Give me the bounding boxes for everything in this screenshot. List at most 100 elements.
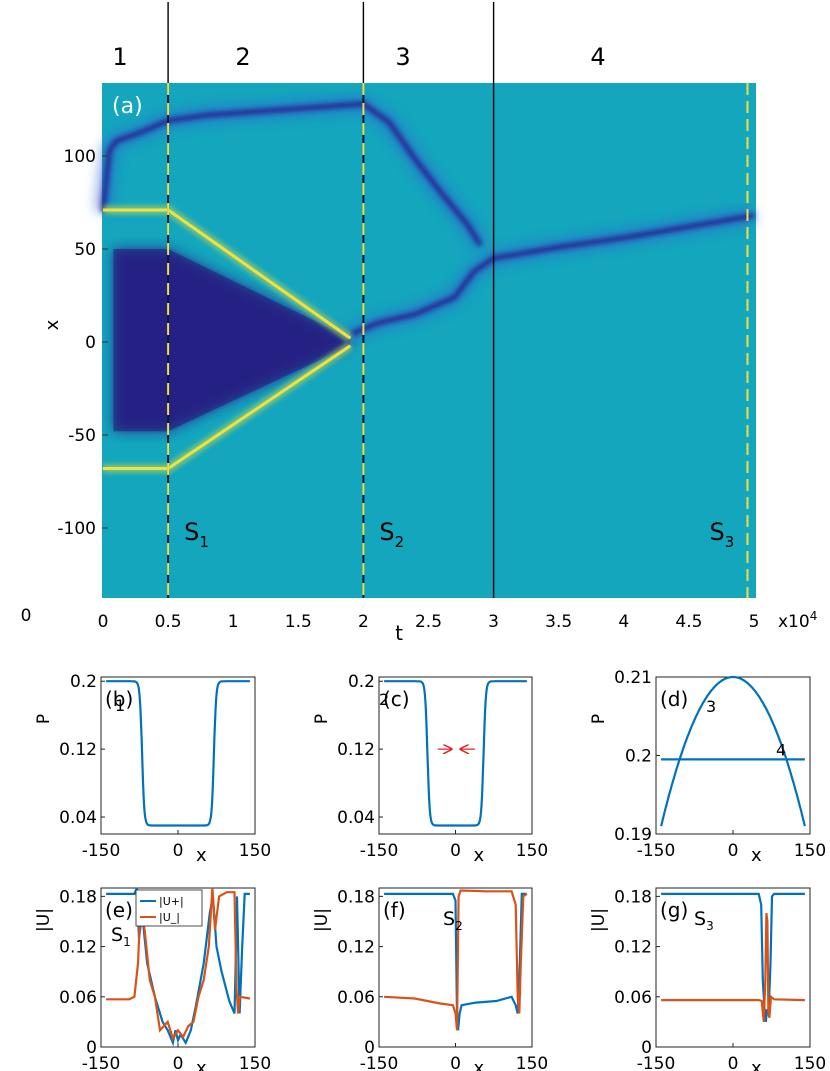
panel-b: 0.2 0.12 0.04 -150 0 150 x P (b)1 <box>34 672 271 866</box>
y-tick-label: 100 <box>64 147 96 167</box>
y-tick-label: 0 <box>86 1038 97 1058</box>
series-line <box>384 680 527 827</box>
y-tick-label: 0.18 <box>614 887 652 907</box>
heatmap-y-ticks: 100 50 0 -50 -100 <box>57 147 108 539</box>
x-tick-label: -150 <box>82 841 121 861</box>
x-axis-label: x <box>751 845 762 866</box>
legend-entry: |U_| <box>159 911 180 924</box>
region-label-2: 2 <box>235 43 250 71</box>
series-line <box>660 675 806 827</box>
x-tick-label: 3.5 <box>545 612 572 632</box>
y-tick-label: 0.12 <box>337 938 375 958</box>
y-tick-label: 0.18 <box>337 887 375 907</box>
x-tick-label: -150 <box>360 1054 399 1071</box>
panel-label: (b) <box>105 687 133 711</box>
x-tick-label: 3 <box>488 612 499 632</box>
y-tick-label: -50 <box>68 426 96 446</box>
y-tick-label: 0.06 <box>59 988 97 1008</box>
y-tick-label: 0.12 <box>59 938 97 958</box>
x-tick-label: 0 <box>173 1054 184 1071</box>
small-panels: 0.20.120.04-150 0 150xP(b)10.20.120.04-150… <box>34 668 826 1071</box>
legend-box <box>135 889 203 927</box>
series-line-2 <box>384 889 528 1031</box>
y-tick-label: 0.18 <box>59 887 97 907</box>
x-tick-label: 0 <box>98 612 109 632</box>
y-tick-label: 0 <box>85 333 96 353</box>
x-tick-label: 0 <box>450 841 461 861</box>
region-label-3: 3 <box>395 43 410 71</box>
plot-frame <box>100 676 256 835</box>
heatmap-x-label: t <box>395 621 403 645</box>
heatmap-lines: S1 S2 S3 <box>167 2 749 598</box>
legend-entry: |U+| <box>159 895 184 908</box>
x-tick-label: 1 <box>228 612 239 632</box>
x-axis-label: x <box>196 845 207 866</box>
y-tick-label: 0.12 <box>614 938 652 958</box>
y-axis-label: P <box>312 714 332 724</box>
y-axis-label: |U| <box>589 908 609 932</box>
x-tick-label: 0 <box>173 841 184 861</box>
region-label-4: 4 <box>590 43 605 71</box>
series-line-1 <box>384 892 527 1031</box>
x-tick-label: -150 <box>637 841 676 861</box>
upper-wall-track <box>100 101 483 247</box>
x-tick-label: -150 <box>637 1054 676 1071</box>
x-axis-label: x <box>751 1058 762 1071</box>
center-rise-track <box>349 213 755 337</box>
curve-label: 3 <box>706 697 716 716</box>
curve-label: 2 <box>379 690 389 709</box>
region-label-1: 1 <box>112 43 127 71</box>
x-axis-label: x <box>474 1058 485 1071</box>
y-tick-label: -100 <box>57 519 96 539</box>
panel-a-label: (a) <box>112 94 143 119</box>
panel-label: (d) <box>660 687 688 711</box>
y-tick-label: 0.06 <box>337 988 375 1008</box>
snapshot-label-3: S3 <box>709 518 734 551</box>
x-tick-label: 150 <box>516 1054 548 1071</box>
y-tick-label: 0.04 <box>337 808 375 828</box>
legend: |U+| |U_| <box>135 889 203 927</box>
x-axis-label: x <box>474 845 485 866</box>
heatmap-x-exponent: x104 <box>778 609 817 632</box>
y-tick-label: 0.12 <box>59 740 97 760</box>
x-tick-label: 150 <box>516 841 548 861</box>
y-tick-label: 0.2 <box>70 672 97 692</box>
panel-d: 0.21 0.2 0.19-150 0 150 x P (d) 3 4 <box>589 668 826 866</box>
snapshot-label: S3 <box>694 908 714 933</box>
x-tick-label: 150 <box>794 1054 826 1071</box>
y-tick-label: 0 <box>364 1038 375 1058</box>
series-line <box>106 680 250 827</box>
snapshot-label-1: S1 <box>184 518 209 551</box>
plot-frame <box>655 887 811 1048</box>
y-axis-label: |U| <box>34 908 54 932</box>
x-tick-label: 150 <box>794 841 826 861</box>
x-tick-label: 2 <box>358 612 369 632</box>
panel-label: (c) <box>383 687 410 711</box>
x-tick-label: 4 <box>618 612 629 632</box>
x-tick-label: 1.5 <box>285 612 312 632</box>
plot-frame <box>378 676 533 835</box>
snapshot-label: S2 <box>443 908 463 933</box>
curve-label: 1 <box>115 696 125 715</box>
y-tick-label: 0.06 <box>614 988 652 1008</box>
x-tick-label: -150 <box>360 841 399 861</box>
x-tick-label: 150 <box>239 841 271 861</box>
curve-label-2: 4 <box>776 740 786 759</box>
y-axis-label: P <box>589 714 609 724</box>
x-tick-label: 0 <box>728 841 739 861</box>
y-axis-label: |U| <box>312 908 332 932</box>
x-tick-label: 0.5 <box>155 612 182 632</box>
panel-label: (e) <box>105 898 133 922</box>
heatmap-corner-zero: 0 <box>21 606 32 626</box>
y-tick-label: 0 <box>641 1038 652 1058</box>
series-line-2 <box>661 912 805 1023</box>
x-tick-label: 150 <box>239 1054 271 1071</box>
x-tick-label: 0 <box>728 1054 739 1071</box>
y-tick-label: 0.21 <box>614 668 652 688</box>
y-tick-label: 0.19 <box>614 825 652 845</box>
heatmap-x-ticks: 0 0.5 1 1.5 2 2.5 3 3.5 4 4.5 5 <box>98 612 760 632</box>
